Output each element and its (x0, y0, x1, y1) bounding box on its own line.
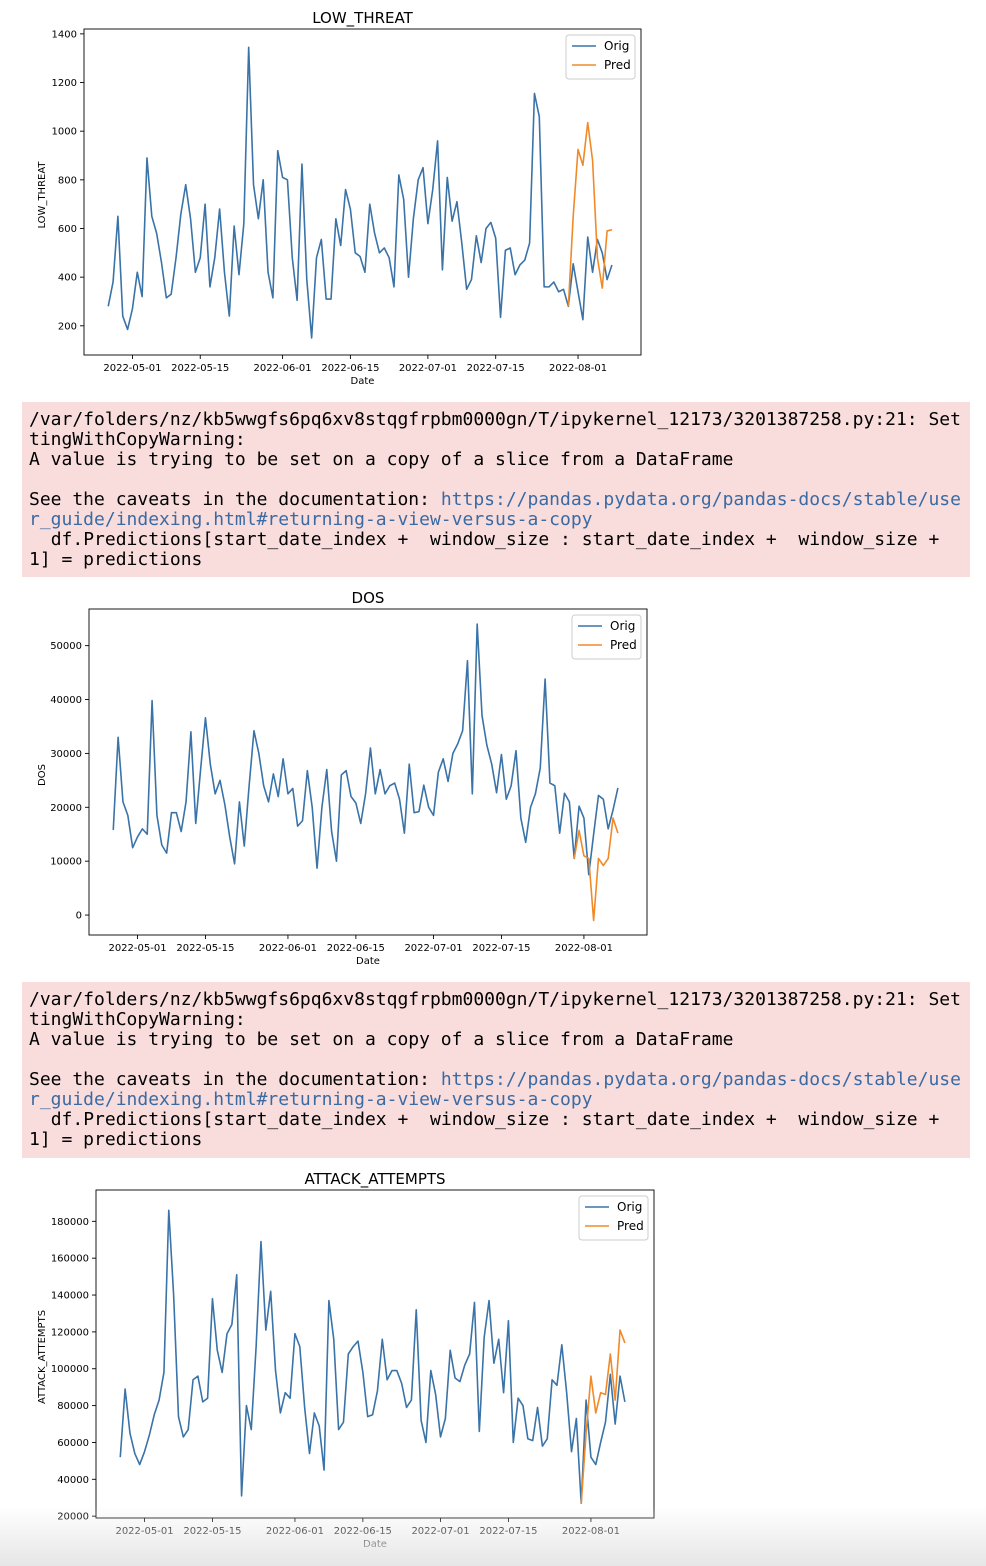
warning-block-2: /var/folders/nz/kb5wwgfs6pq6xv8stqgfrpbm… (22, 982, 970, 1158)
x-axis-label: Date (363, 1539, 387, 1550)
chart-title: DOS (352, 589, 385, 607)
y-tick-label: 400 (58, 273, 77, 284)
series-line-pred (573, 817, 619, 922)
y-tick-label: 1000 (52, 127, 77, 138)
legend-label-pred: Pred (610, 638, 637, 652)
series-line-pred (567, 121, 613, 307)
y-tick-label: 40000 (57, 1475, 89, 1486)
chart-title: ATTACK_ATTEMPTS (304, 1170, 445, 1189)
x-tick-label: 2022-07-01 (399, 363, 457, 374)
y-tick-label: 60000 (57, 1438, 89, 1449)
y-tick-label: 20000 (50, 803, 82, 814)
y-tick-label: 160000 (51, 1254, 89, 1265)
y-tick-label: 10000 (50, 857, 82, 868)
y-tick-label: 20000 (57, 1512, 89, 1523)
x-tick-label: 2022-07-15 (467, 363, 525, 374)
x-tick-label: 2022-05-15 (176, 943, 234, 954)
y-tick-label: 120000 (51, 1327, 89, 1338)
chart-title: LOW_THREAT (312, 9, 413, 28)
y-tick-label: 0 (76, 911, 82, 922)
low-threat-chart: LOW_THREAT 200 400 600 800 1000 1200 1400 2022-0… (0, 0, 700, 395)
x-tick-label: 2022-06-15 (334, 1526, 392, 1537)
series-line-orig (107, 46, 613, 339)
x-tick-label: 2022-07-15 (472, 943, 530, 954)
y-axis-label: DOS (37, 764, 48, 786)
series-line-pred (580, 1329, 626, 1504)
x-tick-label: 2022-05-15 (171, 363, 229, 374)
y-tick-label: 30000 (50, 749, 82, 760)
y-tick-label: 180000 (51, 1217, 89, 1228)
x-tick-label: 2022-06-01 (266, 1526, 324, 1537)
series-line-orig (119, 1209, 626, 1505)
dos-chart-svg: DOS 0 10000 20000 30000 40000 50000 2022-05-01 2… (37, 589, 648, 967)
legend: Orig Pred (565, 34, 636, 80)
documentation-link[interactable]: https://pandas.pydata.org/pandas-docs/st… (29, 489, 961, 530)
warning-code-line: df.Predictions[start_date_index + window… (29, 529, 951, 570)
x-tick-label: 2022-06-15 (321, 363, 379, 374)
legend-label-pred: Pred (617, 1219, 644, 1233)
x-tick-label: 2022-06-01 (254, 363, 312, 374)
y-tick-label: 1400 (52, 29, 77, 40)
x-tick-label: 2022-07-01 (411, 1526, 469, 1537)
warning-see-prefix: See the caveats in the documentation: (29, 489, 441, 510)
x-tick-label: 2022-08-01 (562, 1526, 620, 1537)
attack-attempts-chart: ATTACK_ATTEMPTS 20000 40000 60000 80000 10000… (0, 1160, 700, 1560)
x-tick-label: 2022-07-15 (479, 1526, 537, 1537)
y-tick-label: 1200 (52, 78, 77, 89)
x-axis-label: Date (356, 956, 380, 967)
warning-see-prefix: See the caveats in the documentation: (29, 1069, 441, 1090)
x-tick-label: 2022-05-01 (108, 943, 166, 954)
warning-code-line: df.Predictions[start_date_index + window… (29, 1109, 951, 1150)
y-tick-label: 140000 (51, 1291, 89, 1302)
x-tick-label: 2022-05-01 (103, 363, 161, 374)
y-tick-label: 40000 (50, 695, 82, 706)
y-axis-label: ATTACK_ATTEMPTS (37, 1310, 48, 1404)
legend: Orig Pred (578, 1195, 649, 1241)
warning-message: A value is trying to be set on a copy of… (29, 1029, 734, 1050)
legend-label-pred: Pred (604, 58, 631, 72)
warning-path: /var/folders/nz/kb5wwgfs6pq6xv8stqgfrpbm… (29, 989, 961, 1030)
series-line-orig (112, 623, 619, 876)
low-threat-chart-svg: LOW_THREAT 200 400 600 800 1000 1200 1400 2022-0… (37, 9, 642, 387)
x-tick-label: 2022-07-01 (404, 943, 462, 954)
y-tick-label: 800 (58, 175, 77, 186)
y-axis-label: LOW_THREAT (37, 161, 48, 229)
warning-path: /var/folders/nz/kb5wwgfs6pq6xv8stqgfrpbm… (29, 409, 961, 450)
x-tick-label: 2022-08-01 (549, 363, 607, 374)
y-tick-label: 200 (58, 321, 77, 332)
y-tick-label: 100000 (51, 1364, 89, 1375)
plot-frame (83, 28, 642, 356)
legend-label-orig: Orig (604, 39, 629, 53)
legend-label-orig: Orig (617, 1200, 642, 1214)
y-tick-label: 50000 (50, 641, 82, 652)
warning-block-1: /var/folders/nz/kb5wwgfs6pq6xv8stqgfrpbm… (22, 402, 970, 577)
y-tick-label: 80000 (57, 1401, 89, 1412)
documentation-link[interactable]: https://pandas.pydata.org/pandas-docs/st… (29, 1069, 961, 1110)
x-tick-label: 2022-05-01 (115, 1526, 173, 1537)
x-axis-label: Date (351, 376, 375, 387)
plot-frame (88, 608, 648, 936)
dos-chart: DOS 0 10000 20000 30000 40000 50000 2022-05-01 2… (0, 580, 700, 975)
attack-attempts-chart-svg: ATTACK_ATTEMPTS 20000 40000 60000 80000 10000… (37, 1170, 655, 1550)
x-tick-label: 2022-08-01 (555, 943, 613, 954)
plot-frame (95, 1189, 655, 1519)
legend-label-orig: Orig (610, 619, 635, 633)
x-tick-label: 2022-05-15 (183, 1526, 241, 1537)
x-tick-label: 2022-06-01 (259, 943, 317, 954)
y-tick-label: 600 (58, 224, 77, 235)
warning-message: A value is trying to be set on a copy of… (29, 449, 734, 470)
x-tick-label: 2022-06-15 (327, 943, 385, 954)
legend: Orig Pred (571, 614, 642, 660)
